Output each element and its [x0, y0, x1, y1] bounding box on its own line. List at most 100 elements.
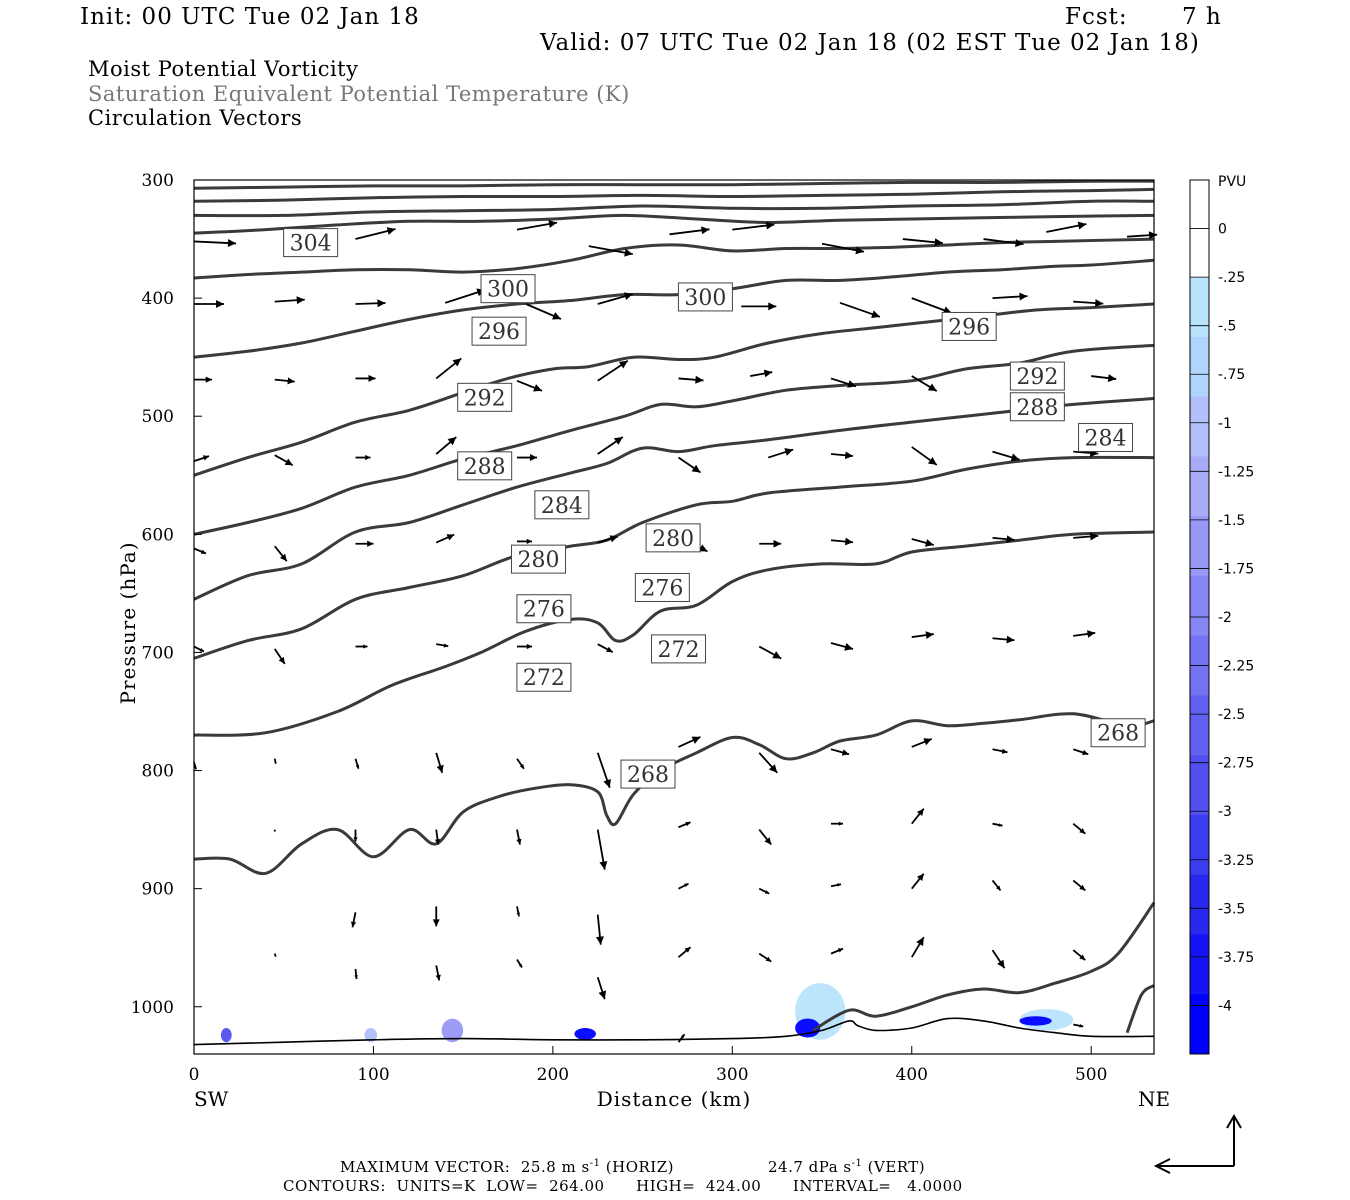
x-end-label-right: NE [1138, 1087, 1170, 1111]
circulation-vector [1073, 299, 1104, 308]
vector-arrowhead [680, 1034, 685, 1039]
contour-label-text: 272 [657, 638, 699, 663]
y-tick-label: 800 [142, 762, 174, 782]
pv-shade-patch [1019, 1016, 1052, 1026]
contour-label-box [634, 572, 690, 602]
contour-292 [193, 258, 1155, 359]
circulation-vector [597, 643, 614, 653]
circulation-vector [992, 292, 1028, 301]
contour-label-box [1009, 392, 1065, 422]
vector-arrowhead [1006, 535, 1015, 544]
circulation-vector [597, 360, 629, 382]
vector-arrowhead [685, 821, 691, 827]
contour-label-box [480, 274, 536, 304]
vector-arrowhead [925, 631, 934, 639]
y-axis-label: Pressure (hPa) [116, 542, 140, 705]
vector-shaft [273, 953, 277, 957]
vector-arrowhead [691, 736, 701, 744]
circulation-vector [194, 376, 212, 383]
contour-label-text: 292 [464, 386, 506, 411]
horiz-value: 25.8 m s [520, 1158, 590, 1176]
vector-arrowhead [784, 448, 794, 456]
vector-arrowhead [695, 375, 704, 384]
circulation-vector [830, 947, 844, 955]
vector-arrowhead [519, 764, 524, 769]
circulation-vector [355, 374, 376, 382]
vector-arrowhead [552, 312, 561, 320]
contour-label-text: 268 [627, 763, 669, 788]
circulation-vector [193, 547, 207, 555]
circulation-vector [435, 752, 444, 774]
circulation-vector [596, 829, 608, 870]
vector-arrowhead [1079, 954, 1086, 961]
colorbar-label: -.75 [1218, 367, 1245, 383]
contour-label-box [457, 451, 513, 481]
title-mpv: Moist Potential Vorticity [88, 57, 359, 81]
circulation-vector [758, 752, 778, 774]
vector-arrowhead [1079, 828, 1086, 834]
vector-arrowhead [350, 921, 357, 928]
vector-arrowhead [526, 643, 532, 650]
vector-arrowhead [436, 764, 444, 773]
surface-layer [193, 901, 1156, 1046]
colorbar-label: -3.25 [1218, 853, 1254, 869]
circulation-vector [830, 451, 854, 460]
circulation-vector [274, 377, 295, 385]
circulation-vector [354, 968, 358, 980]
contour-label: 284 [534, 490, 590, 520]
contour-label: 304 [283, 228, 339, 258]
circulation-vector [432, 906, 440, 927]
contour-label: 280 [645, 523, 701, 553]
circulation-vector [911, 873, 925, 890]
colorbar-label: -2 [1218, 610, 1232, 626]
horiz-tag: (HORIZ) [605, 1158, 675, 1176]
circulation-vector [758, 829, 772, 846]
circulation-vector [911, 538, 934, 547]
surface-curve [193, 1017, 1155, 1046]
colorbar-label: -3.5 [1218, 901, 1245, 917]
contour-label: 268 [620, 759, 676, 789]
vector-arrowhead [599, 861, 608, 870]
x-tick-label: 0 [189, 1065, 200, 1085]
circulation-vector [1072, 949, 1086, 961]
surface-curve [812, 901, 1156, 1032]
contour-label: 288 [457, 451, 513, 481]
contour-label-box [1009, 361, 1065, 391]
contour-280 [193, 397, 1155, 601]
contour-label-box [516, 594, 572, 624]
contour-label-box [534, 490, 590, 520]
circulation-vector [678, 821, 691, 829]
vector-arrowhead [841, 749, 850, 756]
circulation-vector [516, 538, 532, 545]
vector-arrowhead [548, 220, 557, 228]
vector-arrowhead [838, 821, 844, 826]
vector-arrowhead [995, 885, 1001, 891]
contour-label: 292 [1009, 361, 1065, 391]
contour-312 [193, 179, 1155, 190]
circulation-vector [1072, 879, 1086, 892]
contour-label-text: 284 [1085, 426, 1127, 451]
colorbar-cell [1190, 575, 1209, 637]
vector-arrowhead [434, 838, 441, 845]
circulation-vector [597, 436, 624, 455]
contour-label-text: 276 [523, 598, 565, 623]
x-tick-label: 100 [357, 1065, 389, 1085]
circulation-vector [902, 238, 943, 247]
colorbar-cell [1190, 336, 1209, 398]
circulation-vector [678, 736, 701, 748]
contour-284 [193, 343, 1155, 536]
contour-label-text: 296 [478, 320, 520, 345]
contour-label: 300 [677, 282, 733, 312]
max-vector-label: MAXIMUM VECTOR: 25.8 m s-1 (HORIZ) [340, 1158, 674, 1176]
contour-304 [193, 199, 1155, 218]
vector-arrowhead [598, 990, 607, 1000]
vector-arrowhead [432, 919, 440, 927]
circulation-vector [435, 436, 457, 455]
vector-arrowhead [529, 454, 537, 462]
contour-label-text: 268 [1097, 722, 1139, 747]
vector-arrowhead [837, 948, 844, 953]
vector-arrowhead [613, 437, 623, 445]
vector-arrowhead [1087, 630, 1096, 638]
vector-arrowhead [284, 458, 293, 466]
vector-arrowhead [354, 975, 358, 979]
